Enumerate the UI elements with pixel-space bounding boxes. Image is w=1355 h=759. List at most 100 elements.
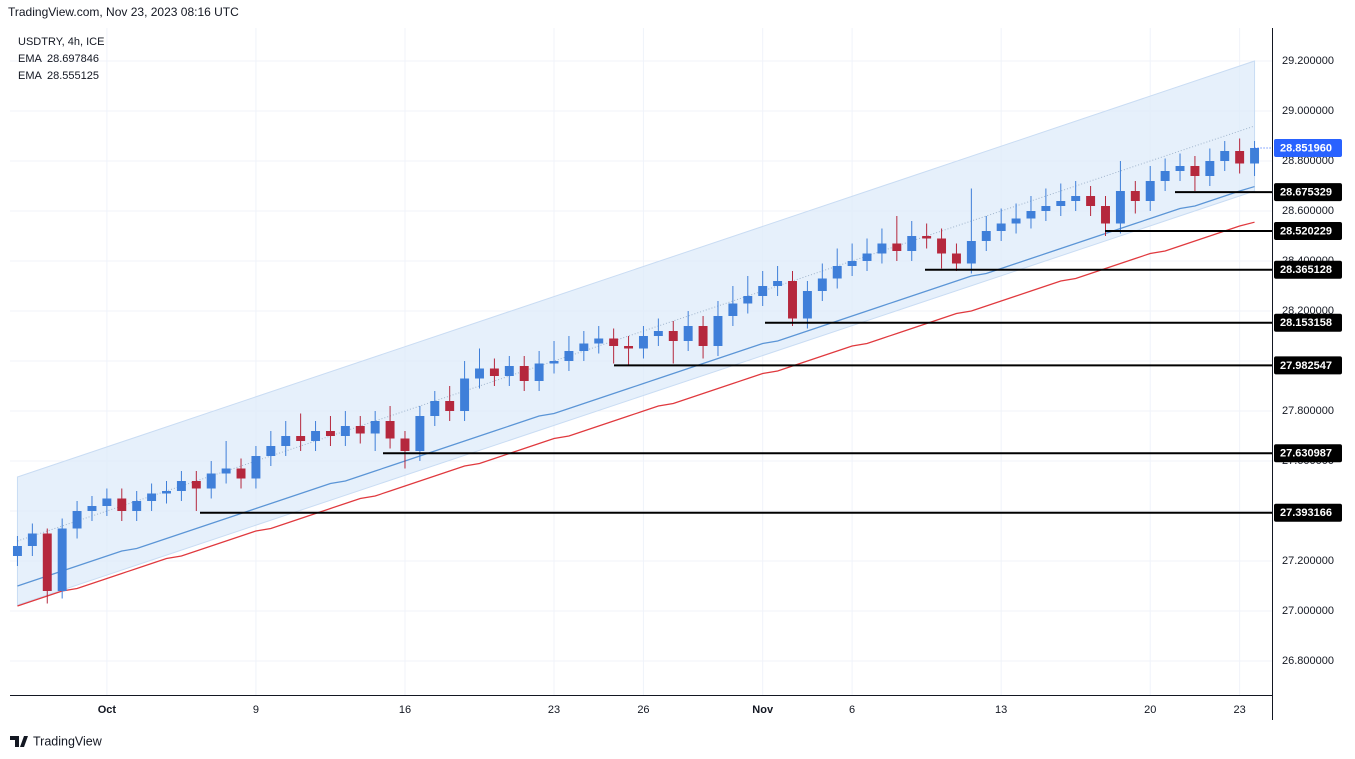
candle-body: [296, 436, 306, 441]
x-tick-label: 9: [253, 704, 259, 716]
candle-body: [1101, 206, 1110, 224]
candle-body: [176, 481, 186, 491]
x-tick-label: Oct: [98, 704, 117, 716]
x-tick-label: 23: [1234, 704, 1246, 716]
level-label-box: [1274, 221, 1342, 240]
candle-body: [937, 238, 947, 254]
candle-body: [728, 303, 738, 316]
candle-body: [57, 528, 67, 591]
candle-body: [132, 501, 142, 511]
candle-body: [325, 431, 335, 436]
candle-body: [311, 431, 321, 441]
candle-body: [430, 401, 440, 416]
candle-body: [668, 331, 678, 341]
candle-body: [370, 421, 380, 434]
candle-body: [549, 361, 559, 364]
x-tick-label: Nov: [752, 704, 774, 716]
x-tick-label: 16: [399, 704, 411, 716]
level-label: 27.630987: [1280, 448, 1332, 460]
candle-body: [624, 346, 634, 349]
candle-body: [1026, 211, 1036, 219]
level-label: 28.675329: [1280, 187, 1332, 199]
candle-body: [743, 296, 753, 304]
candle-body: [1086, 196, 1096, 206]
candle-body: [579, 343, 589, 351]
candle-body: [87, 506, 97, 511]
candle-body: [698, 326, 708, 346]
x-tick-label: 6: [849, 704, 855, 716]
candle-body: [653, 331, 663, 336]
candle-body: [162, 491, 171, 494]
candle-body: [415, 416, 425, 451]
last-price-label: 28.851960: [1280, 142, 1332, 154]
candle-body: [27, 533, 37, 546]
candle-body: [1011, 218, 1021, 224]
level-label-box: [1274, 503, 1342, 522]
candle-body: [817, 278, 827, 291]
candle-body: [996, 223, 1006, 231]
candle-body: [981, 231, 991, 241]
x-tick-label: 23: [548, 704, 560, 716]
candle-body: [832, 266, 842, 279]
ema-line: [17, 185, 1255, 587]
level-label: 27.393166: [1280, 507, 1332, 519]
plot-area: [12, 60, 1272, 607]
candle-body: [42, 533, 52, 591]
level-label-box: [1274, 183, 1342, 202]
candle-body: [102, 498, 112, 506]
level-label-box: [1274, 444, 1342, 463]
footer-brand: TradingView: [33, 734, 103, 748]
candle-body: [788, 281, 797, 319]
candle-body: [117, 498, 127, 511]
candle-body: [191, 481, 201, 489]
last-price-box: [1274, 139, 1342, 158]
candle-body: [236, 468, 246, 479]
candle-body: [1041, 206, 1051, 211]
candle-body: [594, 338, 604, 344]
level-label: 28.520229: [1280, 225, 1332, 237]
candle-body: [1145, 181, 1155, 201]
candle-body: [475, 368, 484, 379]
x-tick-label: 26: [637, 704, 649, 716]
legend-label: EMA: [18, 53, 43, 65]
candle-body: [951, 253, 961, 264]
candle-body: [281, 436, 291, 446]
candle-body: [355, 426, 365, 434]
candle-body: [1056, 201, 1066, 206]
level-label: 28.365128: [1280, 264, 1332, 276]
legend-value: 28.555125: [47, 70, 99, 82]
candle-body: [609, 338, 619, 346]
level-label-box: [1274, 313, 1342, 332]
candle-body: [1220, 151, 1230, 161]
y-tick-label: 26.800000: [1282, 655, 1334, 667]
candle-body: [1175, 166, 1185, 171]
chart-title: USDTRY, 4h, ICE: [18, 36, 104, 48]
candle-body: [519, 366, 529, 381]
y-tick-label: 27.000000: [1282, 605, 1334, 617]
candle-body: [1160, 171, 1170, 181]
y-tick-label: 27.800000: [1282, 405, 1334, 417]
candle-body: [564, 351, 574, 361]
candle-body: [534, 363, 544, 381]
level-label-box: [1274, 260, 1342, 279]
candle-body: [892, 243, 902, 251]
candle-body: [266, 446, 276, 456]
x-tick-label: 20: [1144, 704, 1156, 716]
candle-body: [862, 253, 872, 261]
candle-body: [638, 336, 648, 349]
candle-body: [445, 401, 455, 411]
legend-value: 28.697846: [47, 53, 99, 65]
candle-body: [877, 243, 887, 254]
candle-body: [400, 438, 410, 451]
y-tick-label: 29.200000: [1282, 55, 1334, 67]
candle-body: [1235, 151, 1245, 164]
candle-body: [758, 286, 768, 296]
level-label-box: [1274, 356, 1342, 375]
candle-body: [1071, 196, 1081, 201]
candle-body: [1250, 148, 1260, 164]
candle-body: [683, 326, 693, 341]
candle-body: [922, 236, 932, 239]
candle-body: [460, 378, 470, 411]
axes: 26.80000027.00000027.20000027.40000027.6…: [98, 55, 1342, 716]
y-tick-label: 27.200000: [1282, 555, 1334, 567]
